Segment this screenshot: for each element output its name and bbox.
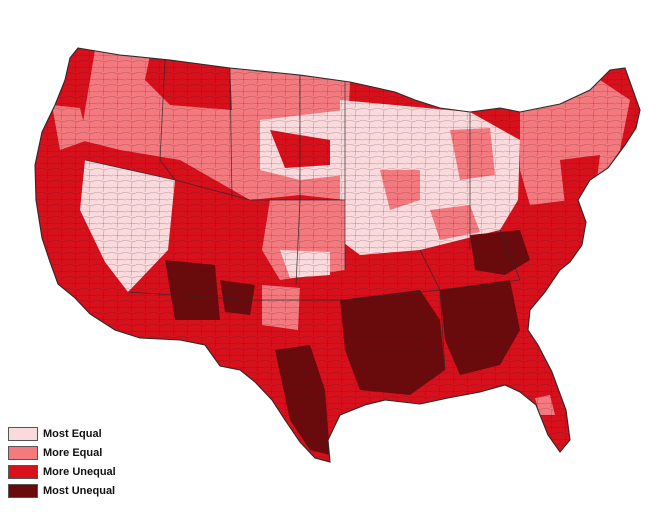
- legend-item-more-unequal: More Unequal: [8, 462, 168, 481]
- legend-swatch-most-equal: [8, 426, 38, 441]
- legend-item-most-unequal: Most Unequal: [8, 481, 168, 500]
- legend-label-most-equal: Most Equal: [43, 427, 102, 440]
- legend-item-most-equal: Most Equal: [8, 424, 168, 443]
- legend-label-most-unequal: Most Unequal: [43, 484, 116, 497]
- legend-label-more-equal: More Equal: [43, 446, 103, 459]
- legend-swatch-more-equal: [8, 445, 38, 460]
- legend-swatch-most-unequal: [8, 483, 38, 498]
- legend-label-more-unequal: More Unequal: [43, 465, 116, 478]
- map-legend: Most Equal More Equal More Unequal Most …: [8, 424, 168, 500]
- legend-item-more-equal: More Equal: [8, 443, 168, 462]
- legend-swatch-more-unequal: [8, 464, 38, 479]
